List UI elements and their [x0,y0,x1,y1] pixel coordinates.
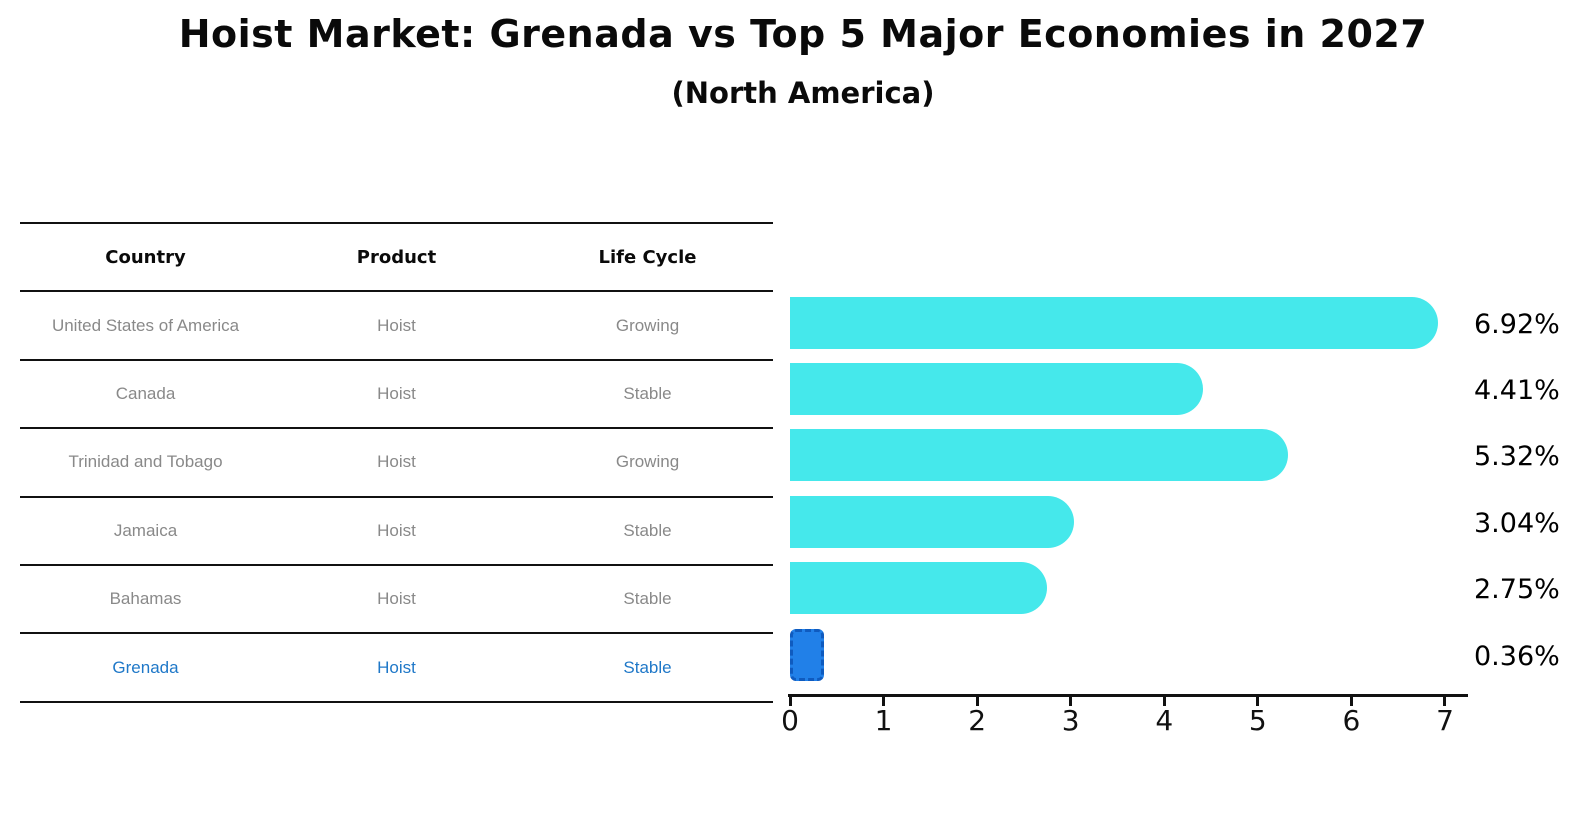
bar [790,562,1048,615]
table-header-row: Country Product Life Cycle [20,224,773,293]
x-axis-tick [788,697,792,706]
bar-value-label: 5.32% [1474,441,1560,473]
x-axis-tick [1069,697,1073,706]
bar [790,362,1203,415]
x-axis-tick [1162,697,1166,706]
chart-title: Hoist Market: Grenada vs Top 5 Major Eco… [178,12,1428,56]
life-cycle-cell: Stable [623,520,672,540]
country-cell: Canada [115,383,176,403]
x-axis-tick-label: 3 [1061,704,1080,737]
life-cycle-cell: Growing [615,315,680,335]
column-header-product: Product [356,246,437,268]
x-axis-tick-label: 4 [1155,704,1174,737]
country-cell: Grenada [112,657,179,677]
column-header-country: Country [105,246,186,268]
table-row: Trinidad and Tobago Hoist Growing [20,429,773,498]
country-cell: Jamaica [113,520,178,540]
x-axis-tick-label: 6 [1342,704,1361,737]
product-cell: Hoist [377,589,416,609]
x-axis-tick [975,697,979,706]
bar-value-label: 6.92% [1474,308,1560,340]
product-cell: Hoist [377,315,416,335]
x-axis-tick-label: 2 [968,704,987,737]
life-cycle-cell: Stable [623,657,672,677]
country-cell: Bahamas [109,589,182,609]
x-axis-tick-label: 1 [874,704,893,737]
column-header-life-cycle: Life Cycle [598,246,697,268]
bar [790,296,1438,349]
bar [790,429,1288,482]
bar-value-label: 0.36% [1474,640,1560,672]
x-axis-tick [1349,697,1353,706]
x-axis-tick-label: 0 [781,704,799,737]
table-row: United States of America Hoist Growing [20,292,773,361]
life-cycle-cell: Stable [623,383,672,403]
product-cell: Hoist [377,657,416,677]
bar-value-label: 3.04% [1474,507,1560,539]
x-axis-tick [1256,697,1260,706]
country-cell: United States of America [51,315,240,335]
bar-value-label: 4.41% [1474,374,1560,406]
table-row: Jamaica Hoist Stable [20,498,773,566]
life-cycle-cell: Growing [615,452,680,472]
product-cell: Hoist [377,452,416,472]
table-row: Canada Hoist Stable [20,361,773,430]
x-axis-line [788,694,1468,697]
highlighted-bar [790,628,824,681]
product-cell: Hoist [377,383,416,403]
table-row: Bahamas Hoist Stable [20,566,773,635]
chart-subtitle: (North America) [671,76,935,110]
country-cell: Trinidad and Tobago [68,452,223,472]
comparison-table: Country Product Life Cycle United States… [20,222,773,703]
bar [790,495,1075,548]
x-axis-tick-label: 5 [1248,704,1267,737]
x-axis-tick [882,697,886,706]
x-axis-tick [1443,697,1447,706]
product-cell: Hoist [377,520,416,540]
x-axis-tick-label: 7 [1436,704,1454,737]
table-row-highlighted: Grenada Hoist Stable [20,634,773,703]
bar-value-label: 2.75% [1474,574,1560,606]
life-cycle-cell: Stable [623,589,672,609]
